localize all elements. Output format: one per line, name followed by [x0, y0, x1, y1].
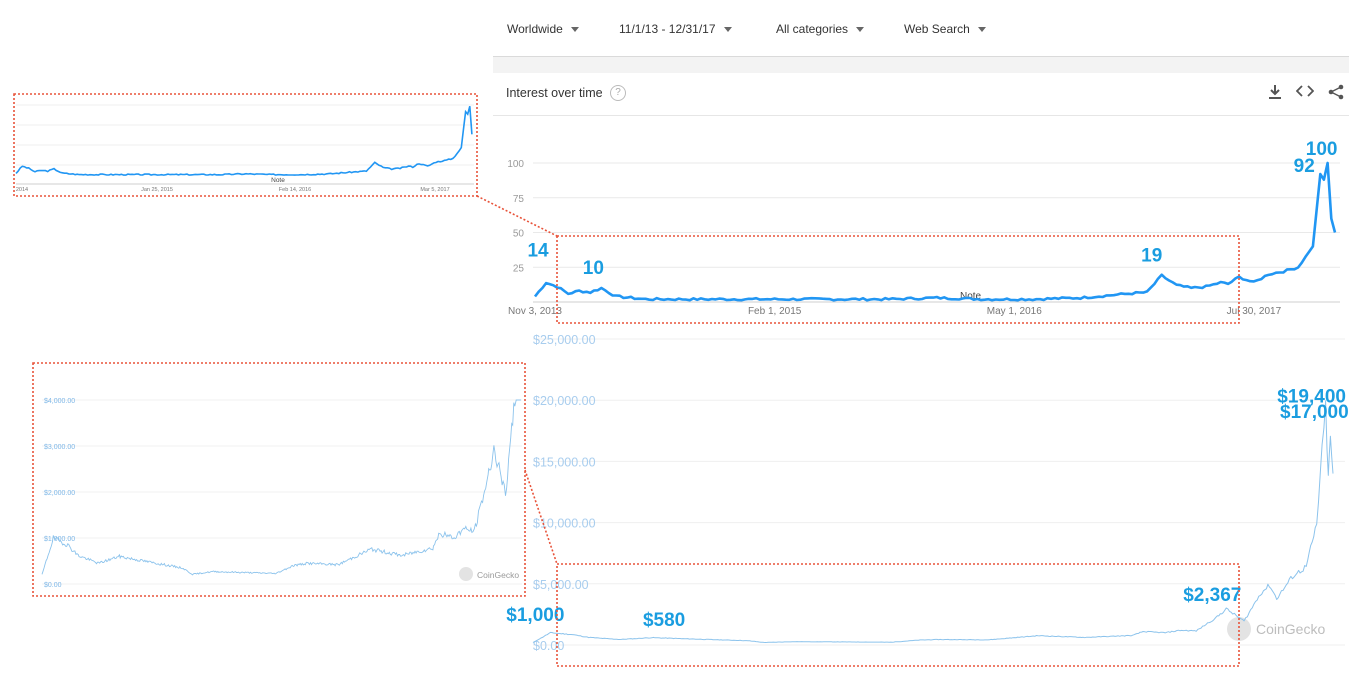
inset-coingecko-watermark: CoinGecko — [477, 570, 519, 580]
price-value-label: $1,000 — [506, 605, 564, 626]
trends-highlight-box — [556, 235, 1240, 324]
chevron-down-icon — [723, 27, 732, 33]
trends-x-tick-label: May 1, 2016 — [987, 306, 1042, 317]
trends-value-label: 100 — [1306, 139, 1338, 160]
trends-x-tick-label: Feb 1, 2015 — [748, 306, 802, 317]
inset-note-label: Note — [271, 177, 285, 184]
trends-value-label: 92 — [1294, 156, 1315, 177]
inset-x-tick-label: Jan 25, 2015 — [141, 187, 173, 193]
region-filter[interactable]: Worldwide — [507, 22, 579, 36]
price-y-tick-label: $20,000.00 — [533, 394, 596, 408]
price-y-tick-label: $5,000.00 — [533, 578, 589, 592]
chevron-down-icon — [570, 27, 579, 33]
inset-price-y-tick-label: $2,000.00 — [44, 490, 75, 497]
inset-x-tick-label: Mar 5, 2017 — [420, 187, 449, 193]
inset-price-y-tick-label: $1,000.00 — [44, 536, 75, 543]
trends-inset-chart: 2014 Jan 25, 2015 Feb 14, 2016 Mar 5, 2017 N… — [15, 104, 474, 193]
chevron-down-icon — [856, 27, 865, 33]
trends-x-tick-label: Nov 3, 2013 — [508, 306, 562, 317]
trends-y-tick-label: 50 — [513, 229, 525, 240]
inset-x-tick-label: 2014 — [16, 187, 28, 193]
trends-x-tick-label: Jul 30, 2017 — [1227, 306, 1282, 317]
price-value-label: $580 — [643, 610, 685, 631]
coingecko-logo-icon — [459, 567, 473, 581]
price-value-label: $2,367 — [1183, 585, 1241, 606]
inset-x-tick-label: Feb 14, 2016 — [279, 187, 311, 193]
price-y-tick-label: $10,000.00 — [533, 517, 596, 531]
trends-line-chart: 25 50 75 100 Nov 3, 2013 Feb 1, 2015 May 1, 20… — [507, 139, 1340, 317]
coingecko-watermark: CoinGecko — [1256, 621, 1325, 637]
date-range-filter-label: 11/1/13 - 12/31/17 — [619, 22, 716, 36]
price-line-chart: $0.00 $5,000.00 $10,000.00 $15,000.00 $20,00… — [506, 333, 1348, 653]
help-circle-icon[interactable]: ? — [610, 85, 626, 101]
inset-price-y-tick-label: $3,000.00 — [44, 444, 75, 451]
trends-inset-box — [13, 93, 478, 197]
region-filter-label: Worldwide — [507, 22, 563, 36]
trends-connector — [476, 195, 558, 237]
inset-price-line — [41, 399, 521, 576]
price-inset-box — [32, 362, 526, 597]
chevron-down-icon — [977, 27, 986, 33]
download-icon[interactable] — [1266, 84, 1284, 102]
category-filter[interactable]: All categories — [776, 22, 865, 36]
price-highlight-box — [556, 563, 1240, 667]
inset-trends-line — [15, 105, 473, 176]
inset-price-y-tick-label: $0.00 — [44, 582, 62, 589]
trends-value-label: 19 — [1141, 246, 1162, 267]
trends-value-label: 14 — [527, 241, 549, 262]
date-range-filter[interactable]: 11/1/13 - 12/31/17 — [619, 22, 732, 36]
search-type-filter-label: Web Search — [904, 22, 970, 36]
price-y-tick-label: $15,000.00 — [533, 455, 596, 469]
price-series-line — [532, 400, 1334, 643]
panel-title: Interest over time — [506, 86, 603, 100]
highlight-overlay — [13, 93, 1240, 667]
trends-series-line — [533, 161, 1337, 302]
trends-note-label: Note — [960, 291, 982, 302]
price-y-tick-label: $0.00 — [533, 639, 564, 653]
trends-y-tick-label: 25 — [513, 263, 525, 274]
trends-y-tick-label: 75 — [513, 194, 525, 205]
inset-price-y-tick-label: $4,000.00 — [44, 398, 75, 405]
price-value-label: $19,400 — [1277, 387, 1346, 408]
search-type-filter[interactable]: Web Search — [904, 22, 986, 36]
price-connector — [524, 469, 558, 565]
price-y-tick-label: $25,000.00 — [533, 333, 596, 347]
share-icon[interactable] — [1327, 84, 1345, 102]
category-filter-label: All categories — [776, 22, 849, 36]
toolbar-separator-band — [493, 57, 1349, 73]
trends-y-tick-label: 100 — [507, 159, 524, 170]
price-value-label: $17,000 — [1280, 402, 1349, 423]
coingecko-logo-icon — [1227, 617, 1251, 641]
panel-divider — [493, 115, 1349, 116]
trends-value-label: 10 — [583, 258, 604, 279]
embed-code-icon[interactable] — [1295, 84, 1315, 102]
price-inset-chart: $4,000.00 $3,000.00 $2,000.00 $1,000.00 $0.0… — [41, 398, 522, 589]
